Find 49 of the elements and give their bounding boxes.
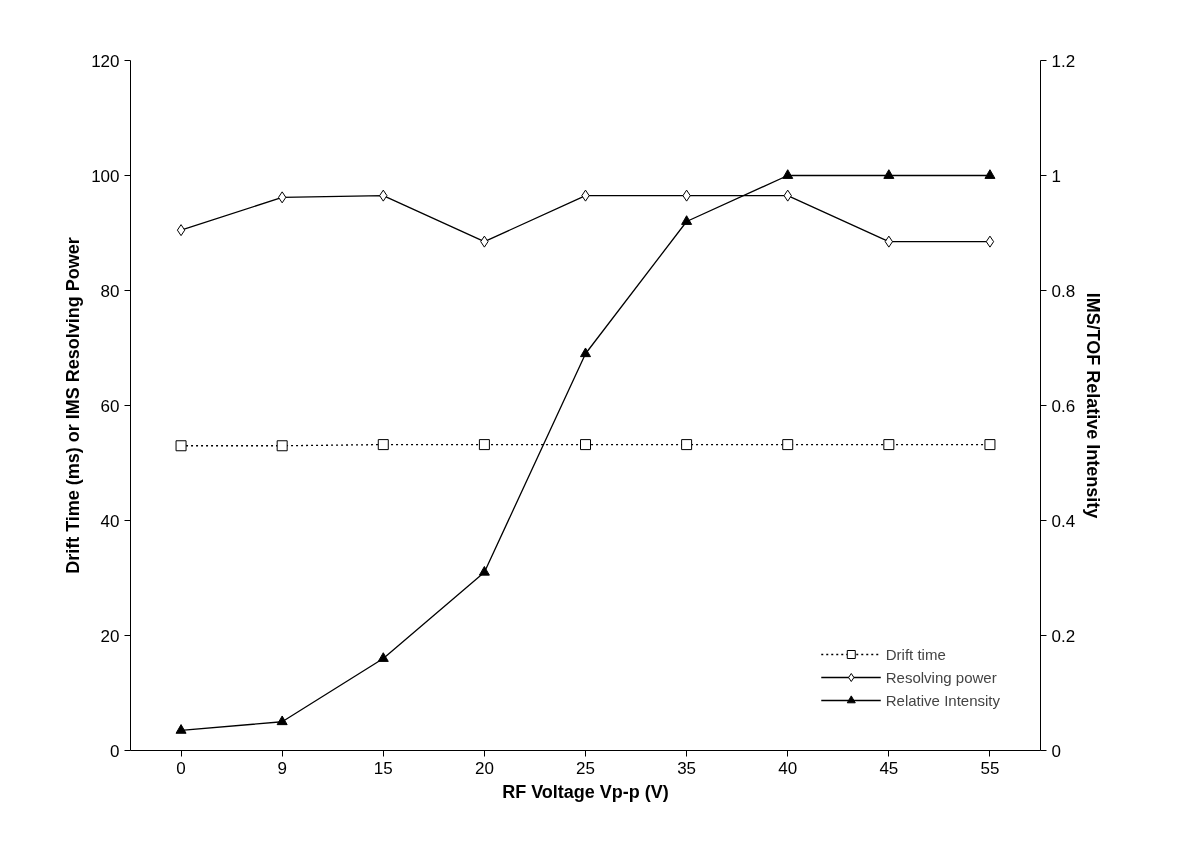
y-tick-label: 100 [91,166,120,186]
point [681,439,693,451]
x-tick-label: 9 [277,758,287,778]
point [478,439,490,451]
point [580,439,591,451]
point [681,215,693,225]
y-tick-label: 20 [100,626,120,646]
point [782,169,794,179]
x-axis-title: RF Voltage Vp-p (V) [502,781,669,802]
legend-label: Relative Intensity [885,691,1000,709]
y-tick-label: 0 [110,741,120,761]
point [377,439,389,451]
point [175,724,187,734]
point [782,439,794,451]
y-axis-title: Drift Time (ms) or IMS Resolving Power [63,237,84,574]
x-tick-label: 45 [879,758,899,778]
point [984,169,996,179]
x-tick-label: 55 [980,758,1000,778]
y-tick-label: 120 [91,51,120,71]
y2-tick-label: 1 [1051,166,1061,186]
y2-tick-label: 0.4 [1051,511,1076,531]
x-tick-label: 25 [576,758,595,778]
point [176,224,186,237]
x-tick-label: 0 [176,758,186,778]
y2-axis-title: IMS/TOF Relative Intensity [1083,292,1104,519]
x-tick-label: 40 [778,758,798,778]
y2-tick-label: 0 [1051,741,1061,761]
point [580,347,591,358]
legend-label: Resolving power [885,668,997,686]
point [175,440,187,452]
y-tick-label: 60 [100,396,120,416]
y-tick-label: 80 [100,281,120,301]
point [985,235,995,248]
point [377,652,389,662]
point [478,565,490,576]
x-tick-label: 20 [474,758,494,778]
x-tick-label: 35 [677,758,697,778]
y2-tick-label: 0.2 [1051,626,1076,646]
y-tick-label: 40 [100,511,120,531]
y2-tick-label: 0.8 [1051,281,1076,301]
x-tick-label: 15 [373,758,393,778]
y2-tick-label: 1.2 [1051,51,1076,71]
y2-tick-label: 0.6 [1051,396,1076,416]
point [883,169,895,179]
point [984,439,996,451]
point [276,440,288,452]
point [883,439,895,451]
legend-label: Drift time [885,645,946,663]
point [276,715,288,726]
